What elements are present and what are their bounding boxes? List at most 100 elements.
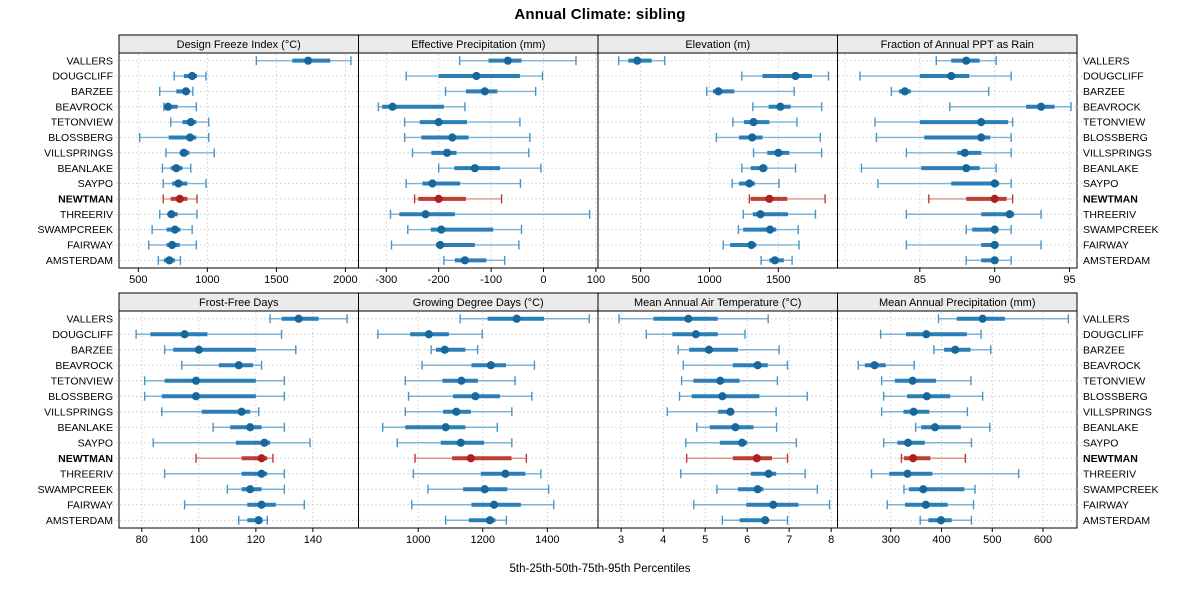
- median-dot: [1036, 102, 1046, 111]
- percentile-row-beanlake: [161, 163, 192, 173]
- percentile-row-beanlake: [437, 163, 542, 173]
- percentile-row-blossberg: [875, 132, 1012, 142]
- panel-frost-free-days: Frost-Free Days 80 100 120 140: [112, 292, 359, 546]
- percentile-row-dougcliff: [741, 71, 830, 81]
- median-dot: [168, 240, 177, 250]
- median-dot: [977, 118, 986, 127]
- median-dot: [188, 71, 197, 81]
- x-tick-label: 5: [702, 534, 708, 546]
- panel-mean-annual-precipitation-mm: Mean Annual Precipitation (mm) 300 400 500 6…: [837, 292, 1084, 546]
- station-label-left: BLOSSBERG: [48, 132, 113, 144]
- median-dot: [185, 133, 195, 142]
- median-dot: [237, 407, 246, 416]
- panel-strip-title: Growing Degree Days (°C): [413, 297, 544, 309]
- median-dot: [738, 438, 747, 447]
- station-label-left: SWAMPCREEK: [38, 484, 113, 496]
- x-tick-label: 4: [660, 534, 666, 546]
- percentile-row-newtman: [162, 194, 198, 204]
- median-dot: [457, 376, 466, 385]
- median-dot: [764, 469, 773, 478]
- percentile-row-newtman: [195, 453, 274, 463]
- percentile-row-threeriv: [163, 469, 286, 479]
- median-dot: [770, 256, 779, 265]
- x-tick-label: 100: [587, 274, 605, 286]
- percentile-row-beavrock: [752, 102, 823, 112]
- x-tick-label: 0: [540, 274, 546, 286]
- station-label-left: BLOSSBERG: [48, 391, 113, 403]
- median-dot: [466, 454, 475, 463]
- median-dot: [704, 345, 714, 354]
- median-dot: [633, 56, 642, 65]
- panel-elevation-m: Elevation (m) 500 1000 1500: [597, 34, 838, 286]
- percentile-row-dougcliff: [173, 71, 207, 81]
- x-tick-label: -200: [428, 274, 450, 286]
- percentile-row-vallers: [617, 56, 666, 66]
- x-tick-label: 85: [914, 274, 926, 286]
- median-dot: [731, 423, 740, 432]
- percentile-row-fairway: [147, 240, 198, 250]
- station-label-right: BLOSSBERG: [1083, 391, 1148, 403]
- median-dot: [990, 194, 999, 203]
- median-dot: [922, 330, 931, 339]
- panel-box: [837, 310, 1078, 529]
- median-dot: [191, 392, 201, 401]
- percentile-row-barzee: [444, 86, 537, 96]
- percentile-row-tetonview: [732, 117, 798, 127]
- panel-mean-annual-air-temperature-c: Mean Annual Air Temperature (°C) 3 4 5 6 7 8: [597, 292, 838, 546]
- percentile-row-threeriv: [389, 209, 591, 219]
- median-dot: [714, 87, 723, 96]
- percentile-row-blossberg: [882, 391, 984, 401]
- station-label-right: THREERIV: [1083, 468, 1136, 480]
- percentile-row-blossberg: [407, 391, 533, 401]
- percentile-row-dougcliff: [645, 329, 746, 339]
- percentile-row-amsterdam: [919, 515, 973, 525]
- percentile-row-barzee: [430, 345, 479, 355]
- station-label-right: VALLERS: [1083, 313, 1130, 325]
- percentile-row-newtman: [685, 453, 789, 463]
- percentile-row-threeriv: [742, 209, 817, 219]
- median-dot: [990, 225, 999, 234]
- x-axis-caption: 5th-25th-50th-75th-95th Percentiles: [509, 563, 691, 575]
- percentile-row-fairway: [693, 500, 831, 510]
- median-dot: [774, 148, 783, 157]
- percentile-row-beavrock: [163, 102, 198, 112]
- median-dot: [769, 500, 778, 509]
- station-label-right: SWAMPCREEK: [1083, 224, 1158, 236]
- median-dot: [716, 376, 725, 385]
- percentile-row-blossberg: [715, 132, 821, 142]
- percentile-row-tetonview: [874, 117, 1014, 127]
- x-tick-label: 1200: [471, 534, 495, 546]
- median-dot: [870, 361, 879, 370]
- median-dot: [908, 376, 917, 385]
- percentile-row-barzee: [677, 345, 780, 355]
- median-dot: [470, 164, 479, 173]
- percentile-row-saypo: [685, 438, 798, 448]
- station-label-left: AMSTERDAM: [46, 515, 113, 527]
- median-dot: [163, 102, 173, 111]
- median-dot: [718, 392, 727, 401]
- percentile-row-beanlake: [914, 422, 991, 432]
- median-dot: [194, 345, 203, 354]
- station-label-right: VALLERS: [1083, 55, 1130, 67]
- median-dot: [765, 225, 775, 234]
- median-dot: [170, 225, 180, 234]
- percentile-row-swampcreek: [151, 225, 193, 235]
- station-label-right: BLOSSBERG: [1083, 132, 1148, 144]
- station-label-right: TETONVIEW: [1083, 375, 1145, 387]
- x-tick-label: 1000: [697, 274, 721, 286]
- median-dot: [165, 256, 174, 265]
- percentile-row-tetonview: [404, 376, 516, 386]
- percentile-row-vallers: [459, 314, 590, 324]
- station-label-left: DOUGCLIFF: [52, 329, 113, 341]
- median-dot: [428, 179, 437, 188]
- percentile-row-blossberg: [678, 391, 808, 401]
- median-dot: [441, 423, 450, 432]
- median-dot: [960, 148, 969, 157]
- percentile-row-beavrock: [949, 102, 1072, 112]
- median-dot: [936, 516, 946, 525]
- station-label-left: SAYPO: [78, 178, 113, 190]
- percentile-row-newtman: [928, 194, 1014, 204]
- station-label-right: VILLSPRINGS: [1083, 147, 1152, 159]
- station-label-left: NEWTMAN: [58, 193, 113, 205]
